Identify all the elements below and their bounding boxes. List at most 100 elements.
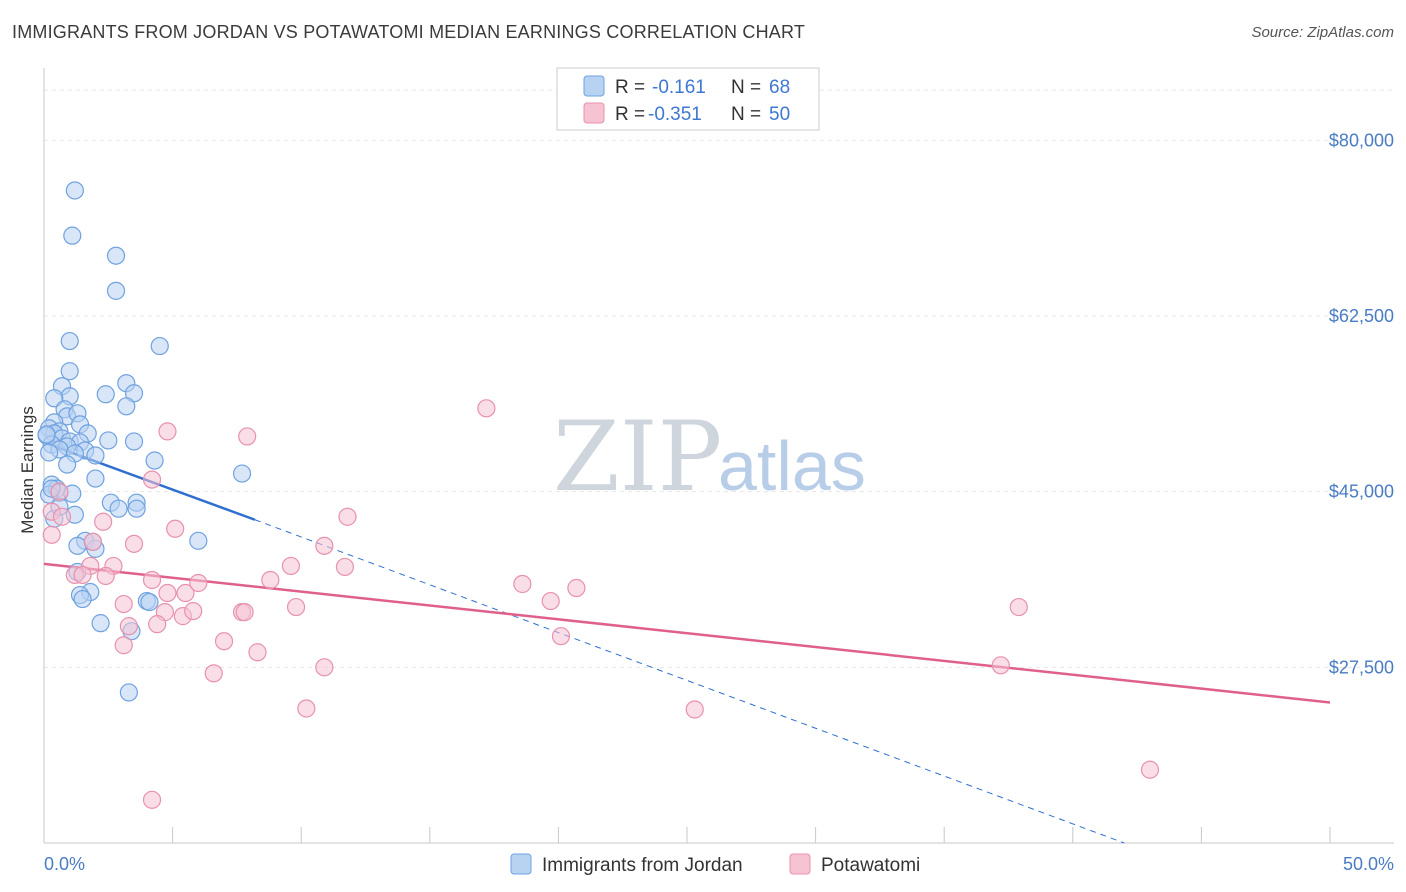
point-potawatomi: [261, 570, 280, 590]
point-potawatomi: [567, 578, 586, 598]
point-jordan: [127, 499, 146, 518]
legend-r-value-2: -0.351: [648, 104, 702, 125]
point-potawatomi: [142, 470, 162, 489]
series-legend: Immigrants from Jordan Potawatomi: [510, 853, 920, 876]
bottom-swatch-potawatomi: [789, 853, 811, 875]
y-tick-label: $27,500: [1329, 657, 1394, 677]
point-jordan: [109, 499, 128, 518]
point-potawatomi: [1009, 597, 1028, 617]
point-jordan: [60, 331, 79, 351]
watermark-zip: ZIP: [553, 401, 722, 513]
y-tick-label: $62,500: [1329, 306, 1394, 326]
y-tick-label: $80,000: [1329, 130, 1394, 150]
legend-r-label-1: R =: [615, 77, 645, 98]
point-potawatomi: [73, 565, 92, 585]
x-tick-label-right: 50.0%: [1343, 854, 1394, 874]
data-points: [37, 181, 1160, 809]
point-potawatomi: [83, 532, 102, 551]
point-potawatomi: [94, 512, 113, 531]
point-jordan: [60, 362, 79, 381]
point-potawatomi: [281, 556, 301, 576]
point-potawatomi: [189, 573, 208, 593]
point-potawatomi: [119, 617, 138, 636]
point-jordan: [86, 446, 105, 465]
point-potawatomi: [248, 643, 267, 662]
point-jordan: [63, 226, 82, 245]
trend-line-jordan-extension: [254, 519, 1125, 844]
point-potawatomi: [991, 656, 1010, 675]
y-tick-labels: $27,500 $45,000 $62,500 $80,000: [1329, 130, 1394, 677]
legend-n-value-2: 50: [769, 104, 790, 125]
point-potawatomi: [214, 632, 234, 651]
legend-swatch-potawatomi: [583, 102, 605, 124]
point-potawatomi: [235, 603, 254, 622]
point-potawatomi: [42, 525, 61, 544]
legend-n-value-1: 68: [769, 77, 790, 98]
point-potawatomi: [142, 790, 162, 809]
point-potawatomi: [315, 658, 334, 677]
point-potawatomi: [238, 427, 257, 446]
legend-r-label-2: R =: [615, 104, 645, 125]
point-potawatomi: [50, 482, 69, 501]
y-axis-label: Median Earnings: [18, 406, 37, 534]
legend-n-label-2: N =: [731, 104, 761, 125]
legend-n-label-1: N =: [731, 77, 761, 98]
point-jordan: [106, 281, 126, 300]
point-potawatomi: [297, 699, 316, 718]
point-jordan: [150, 336, 169, 356]
gridlines: [44, 89, 1394, 668]
point-potawatomi: [114, 636, 133, 655]
point-jordan: [124, 432, 144, 451]
point-potawatomi: [513, 574, 532, 594]
point-jordan: [96, 385, 115, 404]
point-potawatomi: [96, 566, 115, 586]
point-jordan: [65, 181, 84, 200]
bottom-swatch-jordan: [510, 853, 532, 875]
point-jordan: [189, 531, 208, 550]
point-potawatomi: [541, 591, 560, 611]
x-tick-label-left: 0.0%: [44, 854, 85, 874]
point-potawatomi: [114, 594, 133, 614]
point-potawatomi: [148, 615, 167, 634]
point-potawatomi: [286, 597, 306, 617]
point-potawatomi: [176, 583, 195, 603]
point-jordan: [99, 431, 118, 450]
point-potawatomi: [52, 507, 72, 526]
point-potawatomi: [477, 399, 496, 418]
point-jordan: [232, 464, 252, 483]
legend-swatch-jordan: [583, 75, 605, 97]
point-potawatomi: [685, 700, 704, 719]
point-potawatomi: [142, 570, 162, 590]
point-potawatomi: [551, 627, 571, 646]
point-potawatomi: [338, 507, 357, 526]
point-jordan: [106, 246, 126, 265]
point-potawatomi: [315, 536, 334, 555]
point-potawatomi: [158, 422, 177, 441]
point-potawatomi: [166, 519, 185, 538]
source-label: Source: ZipAtlas.com: [1251, 24, 1394, 41]
point-jordan: [73, 589, 92, 609]
point-potawatomi: [184, 601, 203, 621]
point-jordan: [37, 425, 56, 444]
point-jordan: [58, 455, 77, 474]
point-jordan: [145, 451, 164, 470]
point-jordan: [68, 536, 87, 555]
legend-label-jordan: Immigrants from Jordan: [542, 855, 743, 876]
point-jordan: [140, 592, 159, 612]
point-potawatomi: [204, 664, 223, 683]
point-jordan: [117, 397, 136, 416]
legend-label-potawatomi: Potawatomi: [821, 855, 920, 876]
legend-r-value-1: -0.161: [652, 77, 706, 98]
trend-line-potawatomi: [43, 562, 1331, 704]
point-jordan: [119, 683, 138, 702]
correlation-legend: R = -0.161 N = 68 R = -0.351 N = 50: [556, 67, 820, 131]
chart-title: IMMIGRANTS FROM JORDAN VS POTAWATOMI MED…: [12, 22, 806, 42]
point-potawatomi: [158, 583, 177, 603]
point-potawatomi: [335, 557, 355, 577]
point-jordan: [40, 443, 59, 462]
point-jordan: [86, 469, 105, 488]
watermark-atlas: atlas: [718, 427, 866, 505]
point-potawatomi: [1140, 760, 1160, 779]
point-jordan: [91, 614, 110, 633]
y-tick-label: $45,000: [1329, 482, 1394, 502]
